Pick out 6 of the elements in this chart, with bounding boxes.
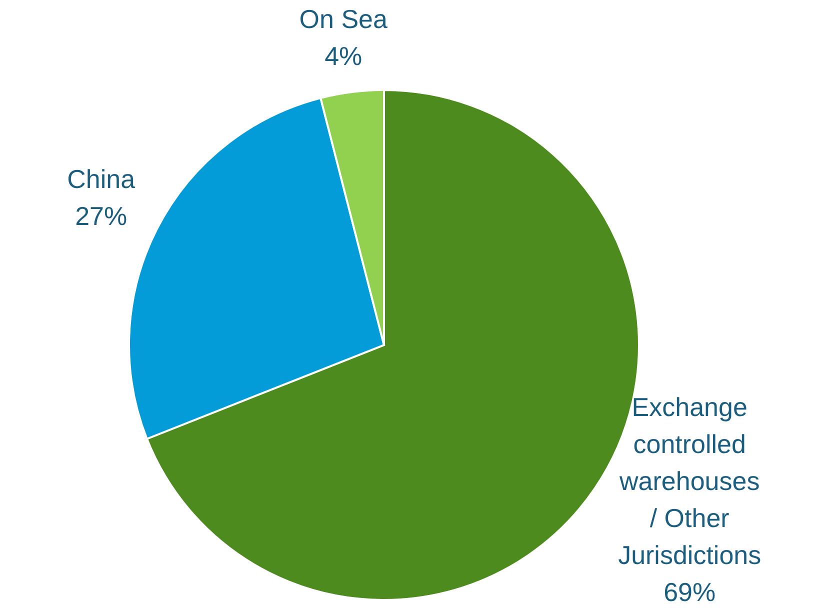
slice-label: Exchange controlled warehouses / Other Jurisdictions bbox=[618, 392, 762, 570]
data-label: 69% bbox=[664, 577, 716, 607]
data-label: 4% bbox=[324, 41, 362, 71]
slice-label: On Sea bbox=[299, 4, 388, 34]
slice-label: China bbox=[67, 164, 136, 194]
data-label: 27% bbox=[75, 200, 128, 231]
